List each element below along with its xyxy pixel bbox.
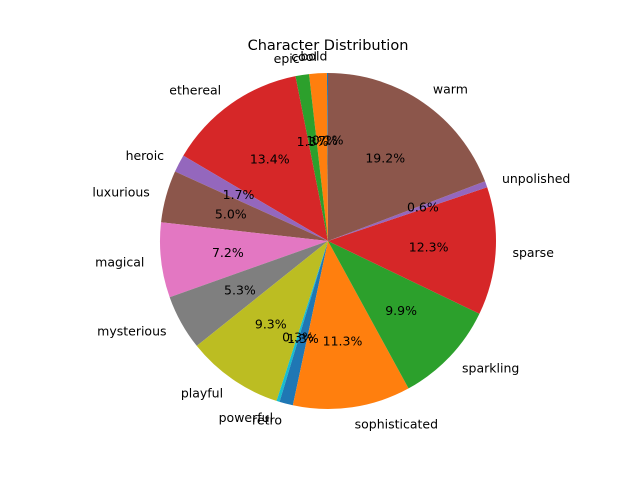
- category-label-sophisticated: sophisticated: [355, 416, 438, 431]
- category-label-magical: magical: [95, 255, 144, 270]
- category-label-ethereal: ethereal: [169, 83, 221, 98]
- percent-label-unpolished: 0.6%: [407, 199, 439, 214]
- category-label-retro: retro: [252, 412, 282, 427]
- percent-label-luxurious: 5.0%: [215, 207, 247, 222]
- percent-label-warm: 19.2%: [365, 151, 405, 166]
- category-label-warm: warm: [433, 81, 468, 96]
- percent-label-epic: 1.3%: [297, 134, 329, 149]
- category-label-playful: playful: [181, 386, 223, 401]
- category-label-sparkling: sparkling: [462, 361, 519, 376]
- percent-label-magical: 7.2%: [212, 245, 244, 260]
- category-label-sparse: sparse: [512, 245, 554, 260]
- percent-label-retro: 1.3%: [287, 331, 319, 346]
- chart-title: Character Distribution: [248, 38, 409, 54]
- percent-label-ethereal: 13.4%: [250, 151, 290, 166]
- percent-label-mysterious: 5.3%: [224, 283, 256, 298]
- category-label-mysterious: mysterious: [97, 323, 166, 338]
- percent-label-sparse: 12.3%: [409, 240, 449, 255]
- category-label-luxurious: luxurious: [92, 184, 149, 199]
- percent-label-sophisticated: 11.3%: [323, 333, 363, 348]
- category-label-epic: epic: [274, 51, 300, 66]
- category-label-unpolished: unpolished: [502, 171, 570, 186]
- percent-label-sparkling: 9.9%: [385, 303, 417, 318]
- percent-label-heroic: 1.7%: [223, 187, 255, 202]
- category-label-heroic: heroic: [126, 148, 165, 163]
